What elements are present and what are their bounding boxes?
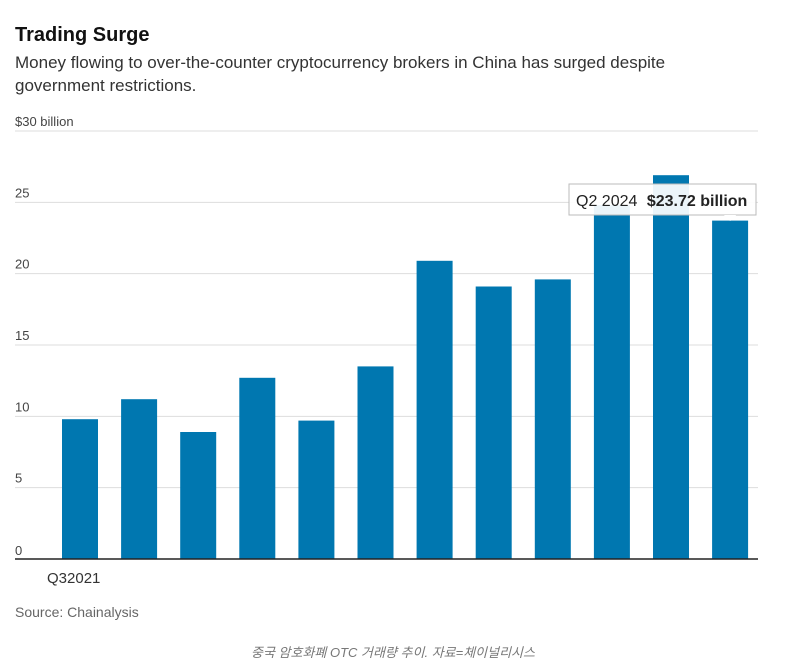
bar-chart: 0 5 10 15 20 25 $30 billion Q32021 Q2 2024 $23…: [15, 114, 758, 587]
chart-subtitle: Money flowing to over-the-counter crypto…: [15, 53, 666, 95]
tooltip-pointer: [724, 215, 737, 221]
chart-title: Trading Surge: [15, 24, 150, 46]
bars: [62, 175, 749, 560]
image-caption: 중국 암호화폐 OTC 거래량 추이. 자료=체이널리시스: [251, 645, 535, 660]
y-tick-labels: 0 5 10 15 20 25 $30 billion: [15, 114, 74, 558]
bar[interactable]: [475, 286, 512, 560]
tooltip-period: Q2 2024: [576, 193, 637, 210]
y-tick-label: $30 billion: [15, 114, 74, 129]
bar[interactable]: [416, 260, 453, 559]
tooltip-box: [568, 183, 757, 216]
tooltip-text: Q2 2024 $23.72 billion: [576, 193, 747, 210]
bar[interactable]: [121, 399, 158, 559]
y-tick-label: 5: [15, 471, 22, 486]
bar[interactable]: [534, 279, 571, 559]
bar[interactable]: [298, 420, 335, 559]
bar[interactable]: [180, 432, 217, 559]
bar[interactable]: [653, 175, 689, 559]
tooltip-value: $23.72 billion: [647, 193, 747, 210]
value-tooltip: Q2 2024 $23.72 billion: [568, 183, 757, 221]
bar[interactable]: [239, 377, 276, 559]
y-tick-label: 15: [15, 328, 29, 343]
y-tick-label: 0: [15, 543, 22, 558]
y-tick-label: 10: [15, 399, 29, 414]
y-tick-label: 20: [15, 257, 29, 272]
source-note: Source: Chainalysis: [15, 604, 139, 620]
y-tick-label: 25: [15, 185, 29, 200]
bar[interactable]: [712, 220, 749, 559]
x-tick-label: Q32021: [47, 570, 100, 587]
bar[interactable]: [357, 366, 394, 559]
bar[interactable]: [593, 205, 630, 559]
bar[interactable]: [62, 419, 98, 559]
